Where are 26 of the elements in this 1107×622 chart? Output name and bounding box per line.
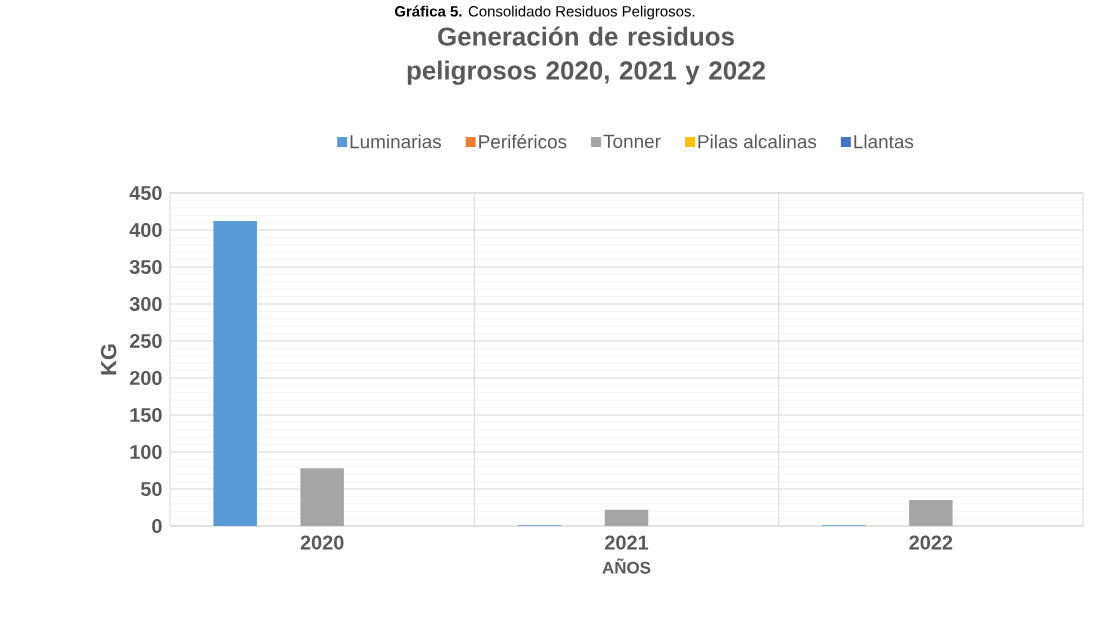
x-tick-label: 2022: [909, 535, 953, 550]
text: Gráfica 5. Consolidado Residuos Peligrosos.: [394, 5, 695, 20]
y-tick-label: 300: [129, 296, 162, 312]
y-tick-label: 450: [129, 185, 162, 201]
chart-title: Generación de residuos peligrosos 2020, 2021 y 2022: [407, 26, 765, 85]
legend-label: Periféricos: [479, 134, 567, 149]
y-tick-label: 100: [130, 444, 162, 460]
y-tick-label: 350: [129, 259, 162, 275]
y-tick-label: 200: [129, 370, 162, 386]
bar: [300, 468, 344, 526]
x-tick-label: 2020: [300, 535, 344, 550]
y-tick-label: 250: [129, 333, 162, 349]
bar: [213, 221, 257, 526]
x-tick-label: 2021: [605, 535, 649, 550]
x-axis-title: AÑOS: [602, 558, 651, 574]
legend-label: Llantas: [854, 134, 914, 149]
y-tick-label: 50: [140, 481, 162, 497]
y-tick-label: 400: [129, 222, 162, 238]
bar: [909, 500, 953, 526]
legend-label: Luminarias: [350, 134, 441, 149]
y-tick-label: 150: [130, 407, 162, 423]
bar: [604, 509, 649, 526]
y-axis-title: KG: [100, 344, 117, 375]
y-tick-label: 0: [152, 518, 162, 534]
legend-label: Pilas alcalinas: [698, 134, 817, 149]
legend-label: Tonner: [603, 134, 661, 148]
